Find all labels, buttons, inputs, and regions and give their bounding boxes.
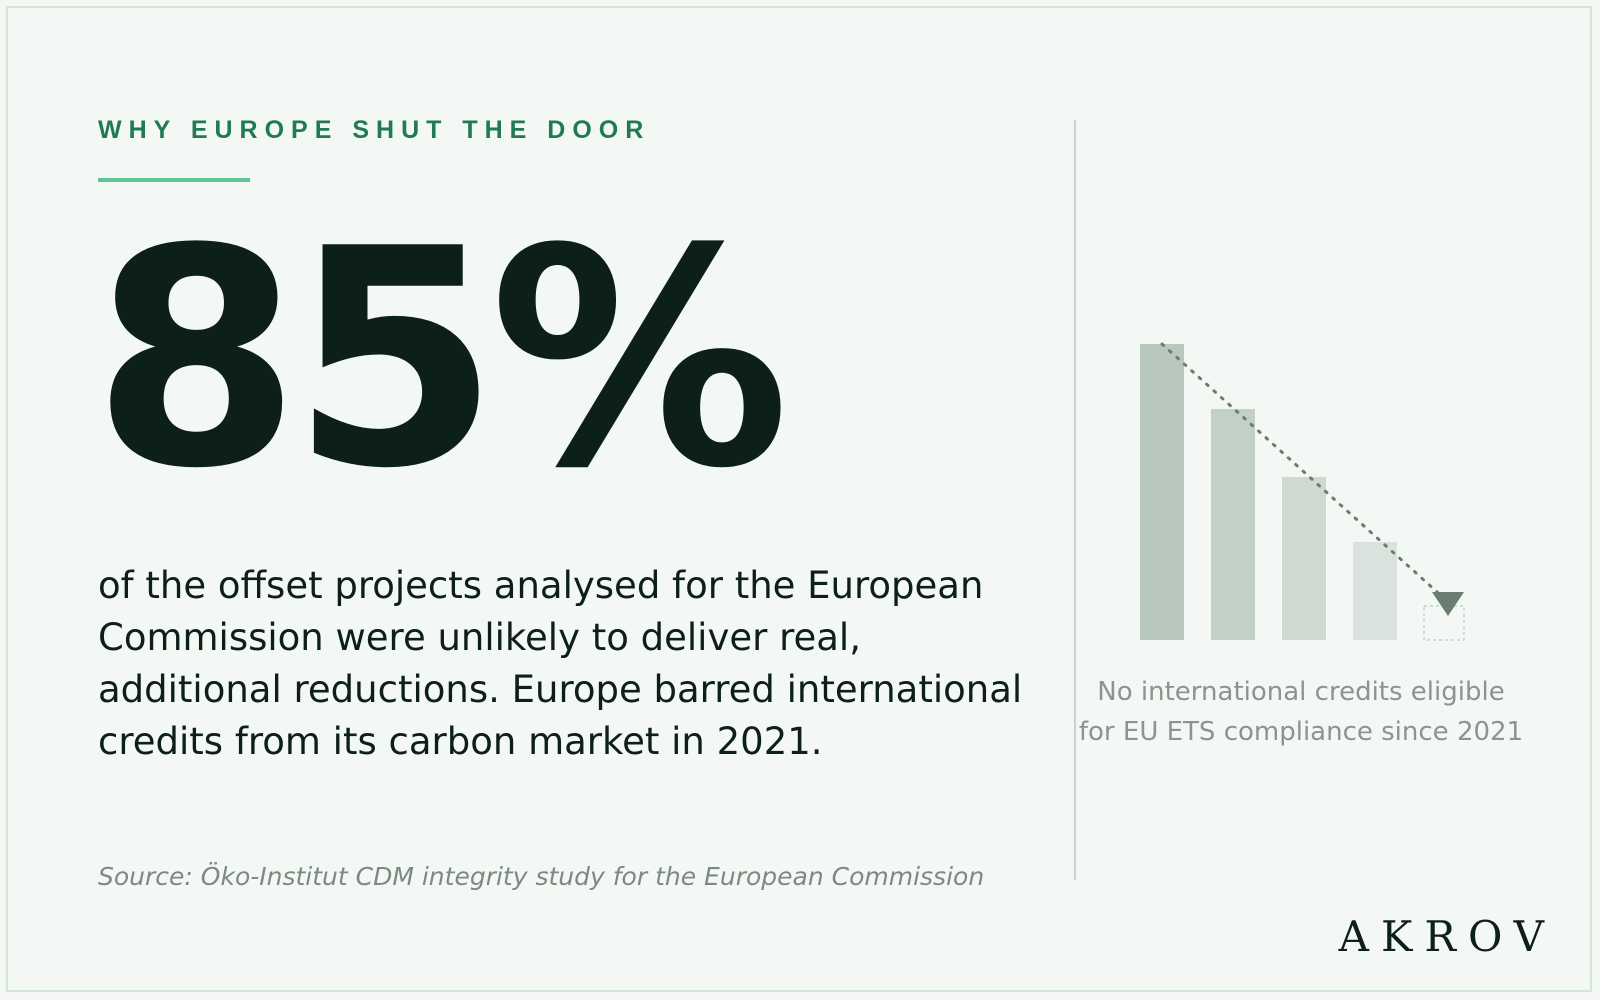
chart-bar — [1140, 344, 1184, 640]
chart-bar — [1282, 477, 1326, 640]
chart-bars — [1140, 320, 1500, 640]
chart-bar — [1353, 542, 1397, 640]
chart-bar — [1211, 409, 1255, 640]
eyebrow-heading: WHY EUROPE SHUT THE DOOR — [98, 116, 651, 144]
card-border — [6, 6, 1592, 992]
headline-statistic: 85% — [92, 185, 790, 534]
source-note: Source: Öko-Institut CDM integrity study… — [98, 862, 985, 891]
empty-bar-outline — [1423, 605, 1465, 641]
vertical-divider — [1074, 120, 1076, 880]
chart-caption: No international credits eligible for EU… — [1078, 677, 1524, 747]
trend-line-layer — [1160, 342, 1465, 641]
trend-line — [1160, 342, 1448, 602]
body-text: of the offset projects analysed for the … — [98, 564, 1023, 763]
brand-logo: AKROV — [1338, 912, 1556, 961]
down-triangle-icon — [1432, 592, 1464, 616]
accent-rule — [98, 178, 250, 182]
